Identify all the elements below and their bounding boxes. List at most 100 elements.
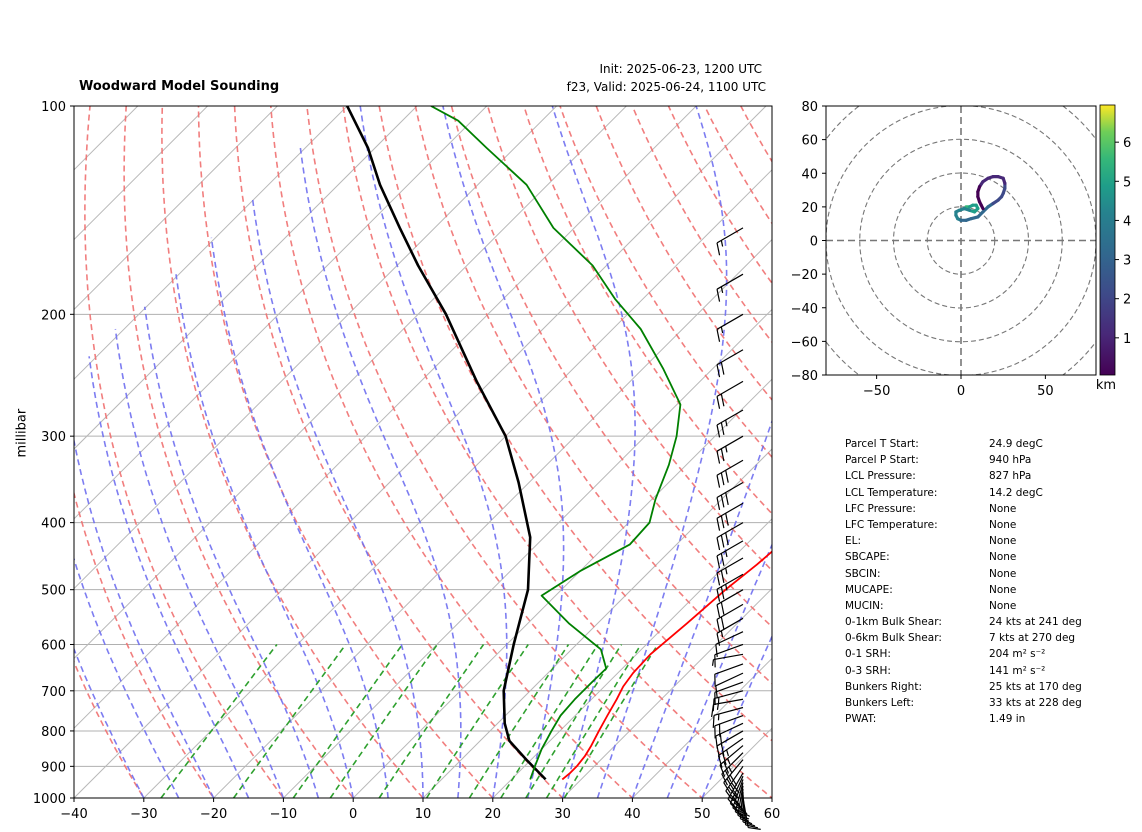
barb-flag — [720, 535, 725, 548]
barb-flag — [716, 396, 721, 409]
hodograph-segment — [979, 203, 985, 211]
parameter-row: LCL Pressure: 827 hPa — [845, 470, 1115, 486]
x-tick-label: −30 — [130, 807, 157, 822]
parameter-value: 940 hPa — [989, 454, 1032, 467]
y-tick-label: 100 — [41, 100, 66, 115]
wind-barb — [716, 502, 744, 531]
barb-flag — [719, 733, 723, 747]
mixing-ratio-line — [160, 644, 278, 798]
parameter-value: None — [989, 551, 1017, 564]
mixing-ratio-line — [232, 644, 347, 798]
parameter-key: Bunkers Right: — [845, 680, 922, 693]
hodo-y-tick-label: 20 — [801, 201, 818, 216]
parameter-row: LFC Pressure: None — [845, 503, 1115, 519]
barb-flag — [720, 515, 725, 529]
barb-flag — [734, 811, 747, 820]
wind-barb — [737, 785, 751, 822]
x-tick-label: −10 — [270, 807, 297, 822]
barb-flag — [723, 782, 731, 794]
barb-flag — [723, 761, 730, 774]
hodo-y-tick-label: −60 — [791, 335, 818, 350]
parameter-row: SBCAPE: None — [845, 551, 1115, 567]
wind-barb — [732, 779, 745, 816]
wind-barb — [716, 522, 744, 551]
x-tick-label: 60 — [764, 807, 781, 822]
barb-flag — [742, 821, 756, 827]
moist-adiabat — [114, 328, 285, 798]
wind-barb — [714, 663, 744, 687]
parameter-row: PWAT: 1.49 in — [845, 713, 1115, 729]
barb-half — [725, 446, 728, 453]
barb-flag — [716, 604, 721, 618]
barb-staff — [732, 779, 744, 808]
isotherm — [74, 106, 558, 590]
dry-adiabat — [74, 490, 215, 798]
dry-adiabat — [161, 106, 425, 798]
parameter-value: 33 kts at 228 deg — [989, 697, 1082, 709]
wind-barb — [719, 745, 744, 777]
barb-staff — [737, 785, 744, 816]
barb-staff — [715, 672, 744, 687]
barb-flag — [716, 572, 721, 586]
skewt-axes: −40 −30 −20 −10 0 10 20 30 40 50 60 1000 900 800 700 60… — [33, 100, 780, 822]
parameter-value: None — [989, 567, 1017, 580]
wind-barb — [716, 409, 744, 438]
parameter-value: 24 kts at 241 deg — [989, 616, 1082, 629]
barb-flag — [716, 424, 721, 438]
wind-barb — [716, 617, 744, 646]
moist-adiabat — [359, 106, 508, 798]
dry-adiabat — [414, 106, 772, 685]
barb-flag — [720, 570, 725, 584]
wind-barb — [716, 435, 744, 464]
x-tick-label: 20 — [485, 807, 502, 822]
isotherm — [74, 106, 488, 520]
barb-flag — [725, 470, 729, 483]
hodograph-grid — [826, 106, 1096, 375]
init-time: Init: 2025-06-23, 1200 UTC — [599, 62, 762, 76]
isotherm — [74, 106, 348, 380]
barb-flag — [729, 802, 740, 813]
parameter-row: 0-1km Bulk Shear: 24 kts at 241 deg — [845, 616, 1115, 632]
parameter-row: 0-3 SRH: 141 m² s⁻² — [845, 665, 1115, 681]
dry-adiabat — [233, 106, 564, 798]
barb-half — [726, 749, 729, 757]
parameter-row: MUCIN: None — [845, 600, 1115, 616]
parameter-row: EL: None — [845, 535, 1115, 551]
dry-adiabat — [84, 106, 285, 798]
barb-flag — [738, 809, 751, 817]
dry-adiabat — [306, 106, 704, 798]
parameter-value: 24.9 degC — [989, 438, 1043, 450]
barb-staff — [734, 782, 744, 812]
hodo-x-tick-label: −50 — [863, 384, 890, 399]
mixing-ratio-line — [425, 644, 529, 798]
barb-half — [725, 584, 728, 591]
colorbar-tick-label: 2 — [1123, 293, 1131, 308]
y-tick-label: 300 — [41, 430, 66, 445]
isotherm — [422, 448, 772, 798]
wind-barb — [716, 573, 744, 602]
barb-flag — [720, 422, 725, 436]
hodograph-axes: −50 0 50 80 60 40 20 0 −20 −40 −60 −80 — [791, 100, 1054, 399]
barb-flag — [720, 362, 725, 375]
wind-barb — [716, 380, 744, 409]
barb-flag — [732, 807, 744, 816]
barb-flag — [748, 826, 761, 830]
x-tick-label: 0 — [349, 807, 357, 822]
wind-barb — [716, 540, 744, 569]
barb-flag — [720, 586, 725, 600]
barb-flag — [720, 472, 725, 486]
barb-flag — [740, 818, 753, 825]
dry-adiabat — [74, 659, 145, 798]
wind-barb — [723, 759, 744, 794]
isotherm — [282, 308, 772, 798]
mixing-ratio-line — [563, 644, 659, 798]
parameter-value: 204 m² s⁻² — [989, 648, 1046, 661]
parameter-key: LFC Temperature: — [845, 518, 938, 531]
barb-flag — [716, 589, 721, 602]
barb-half — [720, 286, 724, 293]
barb-staff — [714, 663, 744, 675]
parameter-key: SBCAPE: — [845, 551, 890, 564]
parameter-key: LFC Pressure: — [845, 502, 916, 515]
valid-time: f23, Valid: 2025-06-24, 1100 UTC — [566, 80, 766, 94]
